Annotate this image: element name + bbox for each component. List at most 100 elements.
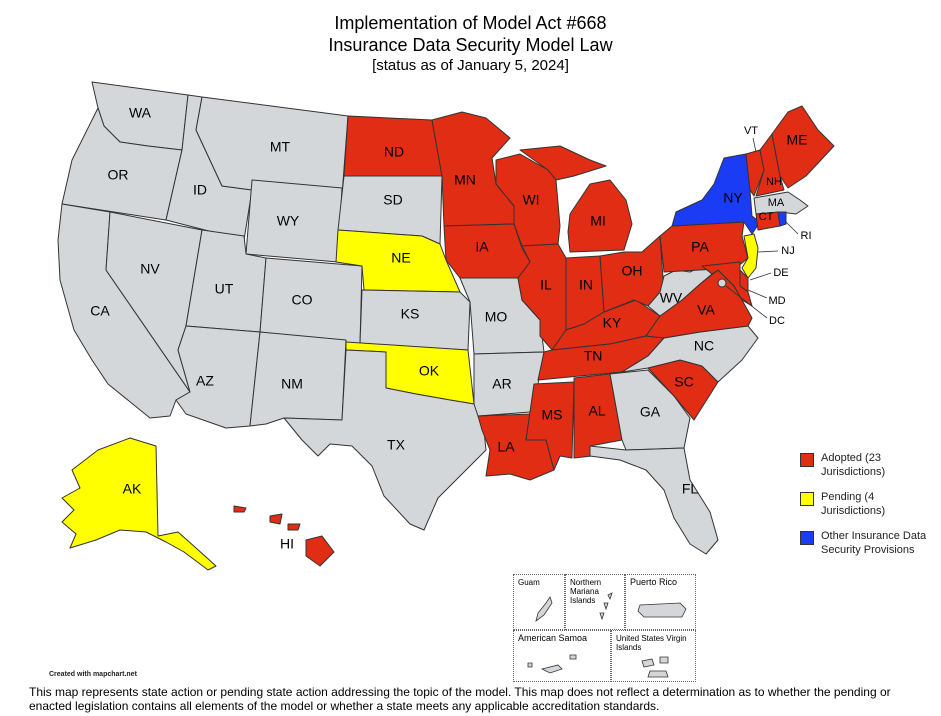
- state-label-id: ID: [193, 182, 207, 198]
- state-label-il: IL: [540, 277, 552, 293]
- state-label-me: ME: [787, 132, 808, 148]
- leader-line-md: [747, 289, 768, 299]
- state-label-wy: WY: [277, 213, 300, 229]
- territory-american-samoa-label: American Samoa: [518, 633, 588, 643]
- map-title: Implementation of Model Act #668 Insuran…: [0, 12, 941, 76]
- state-label-ms: MS: [542, 407, 563, 423]
- legend-label-pending: Pending (4 Jurisdictions): [821, 491, 886, 517]
- territory-american-samoa[interactable]: American Samoa: [513, 630, 611, 682]
- state-hi[interactable]: [233, 505, 335, 567]
- legend-item-other: Other Insurance Data Security Provisions: [800, 529, 940, 557]
- state-label-nv: NV: [140, 261, 160, 277]
- legend-label-other: Other Insurance Data Security Provisions: [821, 530, 927, 556]
- territories-panel: Guam Northern Mariana Islands Puerto Ric…: [513, 574, 696, 682]
- state-label-tx: TX: [387, 437, 406, 453]
- state-dc[interactable]: [717, 278, 727, 288]
- state-label-ia: IA: [475, 239, 489, 255]
- state-label-dc: DC: [769, 315, 785, 327]
- state-label-oh: OH: [622, 263, 643, 279]
- territory-usvi[interactable]: United States Virgin Islands: [611, 630, 696, 682]
- state-fl[interactable]: [589, 445, 719, 555]
- legend-item-adopted: Adopted (23 Jurisdictions): [800, 451, 940, 479]
- state-label-tn: TN: [584, 348, 603, 364]
- legend: Adopted (23 Jurisdictions) Pending (4 Ju…: [800, 451, 940, 568]
- leader-line-nj: [757, 250, 779, 253]
- leader-line-dc: [725, 285, 768, 319]
- state-label-ca: CA: [90, 303, 110, 319]
- state-label-wv: WV: [660, 290, 683, 306]
- legend-swatch-adopted: [800, 453, 814, 467]
- state-ri[interactable]: [777, 211, 787, 227]
- state-tx[interactable]: [283, 349, 487, 531]
- puerto-rico-shape: [637, 602, 687, 618]
- state-label-hi: HI: [280, 536, 294, 552]
- state-label-nc: NC: [694, 338, 714, 354]
- state-label-ne: NE: [391, 250, 410, 266]
- legend-swatch-other: [800, 531, 814, 545]
- state-label-ks: KS: [401, 306, 420, 322]
- state-label-va: VA: [697, 302, 715, 318]
- guam-shape: [535, 596, 553, 622]
- state-label-nm: NM: [281, 376, 303, 392]
- state-label-la: LA: [497, 439, 515, 455]
- state-label-wa: WA: [129, 105, 152, 121]
- state-label-ct: CT: [759, 211, 774, 223]
- state-label-or: OR: [108, 167, 129, 183]
- state-ms[interactable]: [525, 381, 575, 471]
- state-nj[interactable]: [741, 233, 759, 279]
- territory-puerto-rico[interactable]: Puerto Rico: [625, 574, 696, 630]
- state-label-ut: UT: [215, 281, 234, 297]
- state-il[interactable]: [517, 243, 567, 351]
- american-samoa-shape: [527, 654, 577, 674]
- state-label-mt: MT: [270, 139, 291, 155]
- state-label-pa: PA: [691, 239, 709, 255]
- state-label-fl: FL: [682, 481, 699, 497]
- state-label-mn: MN: [454, 172, 476, 188]
- status-date: [status as of January 5, 2024]: [372, 57, 569, 74]
- state-label-co: CO: [292, 292, 313, 308]
- territory-usvi-label: United States Virgin Islands: [616, 634, 687, 652]
- leader-line-de: [749, 272, 772, 281]
- state-label-vt: VT: [744, 125, 758, 137]
- state-label-nj: NJ: [781, 245, 794, 257]
- territory-guam[interactable]: Guam: [513, 574, 565, 630]
- legend-swatch-pending: [800, 492, 814, 506]
- state-label-mo: MO: [485, 309, 508, 325]
- state-md[interactable]: [701, 261, 753, 307]
- state-mi[interactable]: [519, 145, 633, 253]
- territory-cnmi[interactable]: Northern Mariana Islands: [565, 574, 625, 630]
- state-label-mi: MI: [590, 213, 606, 229]
- state-ny[interactable]: [671, 153, 761, 235]
- title-line-2: Insurance Data Security Model Law: [328, 35, 613, 55]
- leader-line-ri: [785, 221, 799, 235]
- state-label-ok: OK: [419, 363, 440, 379]
- state-label-ma: MA: [768, 197, 785, 209]
- usvi-shape: [641, 656, 669, 678]
- leader-line-vt: [752, 137, 757, 153]
- title-line-1: Implementation of Model Act #668: [334, 13, 607, 33]
- state-label-de: DE: [773, 267, 788, 279]
- state-label-ak: AK: [123, 481, 142, 497]
- state-label-az: AZ: [196, 373, 214, 389]
- state-label-al: AL: [588, 403, 605, 419]
- mapchart-credit: Created with mapchart.net: [49, 671, 137, 678]
- territory-cnmi-label: Northern Mariana Islands: [570, 578, 602, 605]
- state-label-nh: NH: [766, 176, 782, 188]
- state-label-sc: SC: [674, 374, 693, 390]
- state-ak[interactable]: [61, 437, 217, 571]
- territory-puerto-rico-label: Puerto Rico: [630, 577, 678, 587]
- state-label-in: IN: [579, 277, 593, 293]
- disclaimer-text: This map represents state action or pend…: [29, 685, 891, 713]
- state-vt[interactable]: [745, 149, 765, 197]
- territory-guam-label: Guam: [518, 578, 540, 587]
- state-label-ga: GA: [640, 404, 661, 420]
- legend-item-pending: Pending (4 Jurisdictions): [800, 490, 940, 518]
- state-label-ky: KY: [603, 315, 622, 331]
- state-az[interactable]: [175, 325, 261, 429]
- state-ga[interactable]: [609, 369, 691, 451]
- state-label-ny: NY: [723, 190, 743, 206]
- state-me[interactable]: [771, 105, 835, 189]
- state-ks[interactable]: [359, 289, 471, 351]
- state-label-wi: WI: [522, 192, 539, 208]
